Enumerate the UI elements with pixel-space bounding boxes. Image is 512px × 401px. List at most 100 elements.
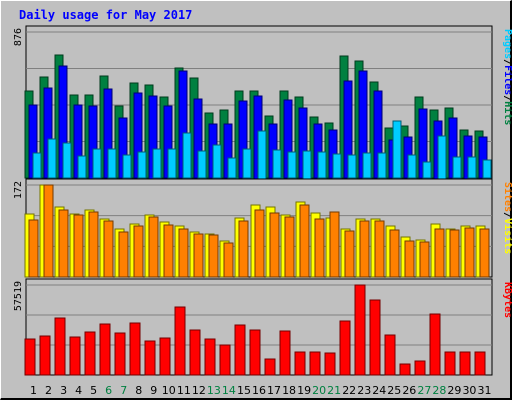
bar-pages-day-19	[302, 150, 312, 180]
bar-kbytes-day-7	[114, 332, 126, 376]
bar-pages-day-24	[377, 152, 387, 179]
bar-kbytes-day-8	[129, 322, 141, 376]
bar-pages-day-27	[422, 161, 432, 179]
bar-sites-day-26	[404, 240, 415, 278]
bar-sites-day-15	[238, 220, 249, 278]
x-tick-day-13: 13	[207, 384, 221, 397]
bar-pages-day-21	[332, 153, 342, 179]
x-tick-day-15: 15	[237, 384, 251, 397]
x-tick-day-8: 8	[135, 384, 142, 397]
x-tick-day-6: 6	[105, 384, 112, 397]
bar-kbytes-day-28	[429, 313, 441, 376]
bar-sites-day-22	[344, 230, 355, 278]
bar-kbytes-day-16	[249, 329, 261, 376]
bar-kbytes-day-30	[459, 351, 471, 376]
bar-kbytes-day-19	[294, 351, 306, 376]
bar-pages-day-11	[182, 132, 192, 179]
bar-sites-day-28	[434, 228, 445, 278]
bar-sites-day-3	[58, 209, 69, 278]
bar-pages-day-12	[197, 150, 207, 179]
bar-pages-day-14	[227, 157, 237, 179]
bar-kbytes-day-27	[414, 360, 426, 376]
x-tick-day-18: 18	[282, 384, 296, 397]
bar-sites-day-12	[193, 233, 204, 278]
bar-pages-day-18	[287, 151, 297, 179]
bar-kbytes-day-3	[54, 317, 66, 376]
bar-pages-day-20	[317, 151, 327, 179]
bar-sites-day-1	[28, 219, 39, 278]
bar-sites-day-21	[329, 211, 340, 278]
bar-kbytes-day-12	[189, 329, 201, 376]
legend-sites: Sites	[502, 182, 512, 212]
panel-visits-legend: Sites/Visits	[502, 182, 512, 254]
chart-title: Daily usage for May 2017	[19, 8, 193, 22]
bar-kbytes-day-29	[444, 351, 456, 376]
panel-hits-legend: Pages/Files/Hits	[502, 29, 512, 125]
bar-pages-day-7	[122, 154, 132, 179]
bar-pages-day-30	[467, 156, 477, 179]
x-tick-day-20: 20	[312, 384, 326, 397]
bar-kbytes-day-13	[204, 338, 216, 376]
legend-kbytes: KBytes	[502, 282, 512, 318]
bar-pages-day-16	[257, 130, 267, 180]
bar-kbytes-day-20	[309, 351, 321, 376]
bar-pages-day-26	[407, 154, 417, 179]
x-tick-day-28: 28	[432, 384, 446, 397]
legend-visits: Visits	[502, 218, 512, 254]
bar-kbytes-day-24	[369, 299, 381, 376]
x-tick-day-24: 24	[372, 384, 386, 397]
legend-files: Files	[502, 65, 512, 95]
bar-pages-day-4	[77, 155, 87, 179]
bar-sites-day-7	[118, 231, 129, 278]
x-tick-day-9: 9	[150, 384, 157, 397]
bar-kbytes-day-10	[159, 337, 171, 376]
x-tick-day-22: 22	[342, 384, 356, 397]
x-tick-day-10: 10	[162, 384, 176, 397]
x-tick-day-17: 17	[267, 384, 281, 397]
bar-sites-day-31	[479, 228, 490, 278]
x-tick-day-30: 30	[462, 384, 476, 397]
bar-sites-day-13	[208, 234, 219, 278]
bar-kbytes-day-25	[384, 334, 396, 376]
x-tick-day-21: 21	[327, 384, 341, 397]
bar-kbytes-day-31	[474, 351, 486, 376]
x-tick-day-7: 7	[120, 384, 127, 397]
bar-sites-day-27	[419, 241, 430, 278]
bar-kbytes-day-11	[174, 306, 186, 376]
legend-hits: Hits	[502, 101, 512, 125]
x-tick-day-31: 31	[477, 384, 491, 397]
legend-pages: Pages	[502, 29, 512, 59]
bar-pages-day-31	[482, 159, 492, 179]
bar-kbytes-day-22	[339, 320, 351, 376]
bar-pages-day-15	[242, 148, 252, 179]
bar-pages-day-23	[362, 152, 372, 179]
bar-kbytes-day-17	[264, 358, 276, 376]
bar-pages-day-3	[62, 142, 72, 179]
bar-kbytes-day-14	[219, 344, 231, 376]
bar-sites-day-4	[73, 214, 84, 278]
bar-sites-day-23	[359, 220, 370, 278]
bar-sites-day-10	[163, 224, 174, 278]
bar-kbytes-day-26	[399, 363, 411, 376]
bar-sites-day-17	[269, 212, 280, 278]
x-tick-day-2: 2	[45, 384, 52, 397]
x-tick-day-26: 26	[402, 384, 416, 397]
bar-kbytes-day-4	[69, 336, 81, 376]
legend-slash: /	[502, 95, 512, 101]
x-tick-day-5: 5	[90, 384, 97, 397]
bar-kbytes-day-5	[84, 331, 96, 376]
panel-hits-ymax: 876	[13, 28, 24, 46]
x-tick-day-3: 3	[60, 384, 67, 397]
bar-pages-day-28	[437, 135, 447, 180]
x-tick-day-23: 23	[357, 384, 371, 397]
bar-pages-day-29	[452, 156, 462, 179]
bar-pages-day-13	[212, 144, 222, 179]
bar-kbytes-day-6	[99, 323, 111, 376]
bar-sites-day-2	[43, 184, 54, 278]
bar-kbytes-day-1	[24, 338, 36, 376]
bar-kbytes-day-23	[354, 284, 366, 376]
x-tick-day-1: 1	[30, 384, 37, 397]
bar-pages-day-9	[152, 148, 162, 179]
